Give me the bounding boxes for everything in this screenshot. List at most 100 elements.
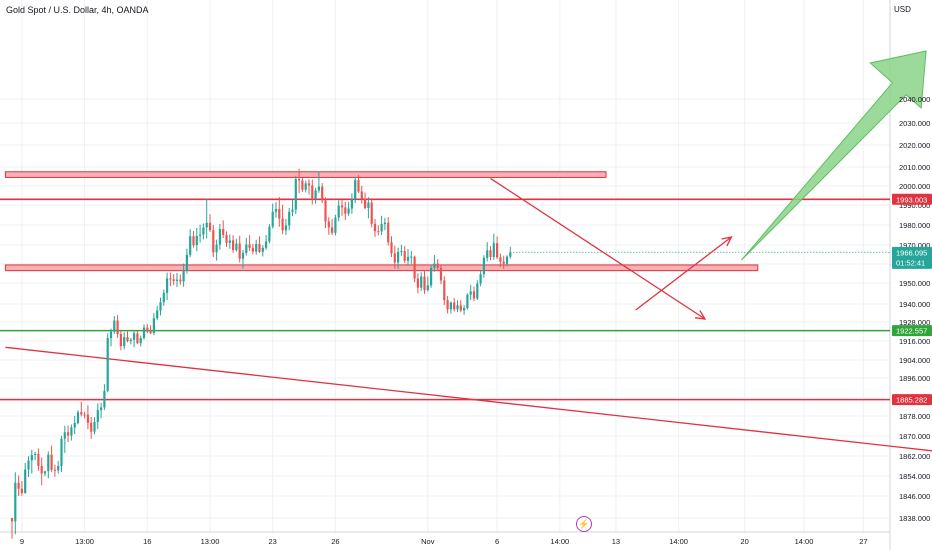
candle[interactable]	[304, 183, 307, 190]
candle[interactable]	[357, 179, 360, 192]
candle[interactable]	[218, 229, 221, 245]
candle[interactable]	[268, 226, 271, 242]
candle[interactable]	[420, 276, 423, 288]
candle[interactable]	[53, 469, 56, 471]
candle[interactable]	[40, 466, 43, 474]
candle[interactable]	[116, 320, 119, 335]
candle[interactable]	[380, 224, 383, 232]
candle[interactable]	[43, 471, 47, 474]
candle[interactable]	[410, 256, 413, 258]
candle[interactable]	[499, 257, 502, 262]
price-tag[interactable]	[892, 193, 932, 205]
candle[interactable]	[311, 185, 314, 200]
candle[interactable]	[166, 278, 169, 293]
candle[interactable]	[509, 252, 512, 257]
candle[interactable]	[10, 518, 14, 522]
candle[interactable]	[466, 294, 469, 309]
price-tag[interactable]	[892, 394, 932, 406]
candle[interactable]	[393, 253, 396, 263]
candle[interactable]	[212, 230, 215, 253]
candle[interactable]	[265, 241, 268, 248]
candle[interactable]	[199, 234, 202, 236]
lightning-icon[interactable]: ⚡	[576, 516, 592, 532]
candle[interactable]	[63, 432, 66, 439]
candle[interactable]	[492, 243, 495, 257]
candle[interactable]	[14, 482, 17, 522]
candle[interactable]	[271, 211, 274, 227]
candle[interactable]	[301, 180, 304, 190]
candle[interactable]	[73, 423, 76, 428]
candle[interactable]	[129, 339, 132, 342]
candle[interactable]	[152, 318, 155, 334]
zone-rectangle[interactable]	[4, 171, 607, 178]
candle[interactable]	[479, 274, 482, 284]
candle[interactable]	[232, 240, 235, 251]
candle[interactable]	[139, 337, 142, 344]
candle[interactable]	[324, 200, 327, 222]
candle[interactable]	[70, 427, 73, 436]
candle[interactable]	[456, 305, 459, 310]
candle[interactable]	[373, 223, 377, 232]
candle[interactable]	[472, 291, 476, 299]
candle[interactable]	[86, 414, 89, 423]
candle[interactable]	[123, 337, 126, 347]
candle[interactable]	[294, 179, 297, 210]
candle[interactable]	[281, 218, 284, 231]
candle[interactable]	[27, 460, 30, 470]
candle[interactable]	[109, 331, 113, 339]
candle[interactable]	[251, 247, 254, 252]
candle[interactable]	[185, 254, 188, 272]
candle[interactable]	[228, 240, 231, 243]
candle[interactable]	[142, 327, 146, 338]
candle[interactable]	[238, 243, 241, 259]
candle[interactable]	[47, 454, 50, 472]
candle[interactable]	[136, 333, 139, 344]
candle[interactable]	[20, 488, 23, 493]
candle[interactable]	[278, 209, 281, 219]
candle[interactable]	[436, 263, 439, 268]
candle[interactable]	[337, 205, 340, 218]
candle[interactable]	[258, 244, 261, 252]
candle[interactable]	[225, 235, 228, 243]
candle[interactable]	[433, 263, 436, 268]
candle[interactable]	[496, 243, 499, 258]
candle[interactable]	[255, 244, 258, 252]
candle[interactable]	[172, 279, 175, 281]
candle[interactable]	[133, 333, 136, 340]
candle[interactable]	[245, 244, 248, 253]
candle[interactable]	[189, 236, 192, 255]
candle[interactable]	[60, 438, 63, 466]
candle[interactable]	[307, 183, 311, 186]
candle[interactable]	[156, 310, 159, 319]
candle[interactable]	[169, 278, 172, 280]
candle[interactable]	[17, 482, 20, 489]
price-tag[interactable]	[892, 325, 932, 337]
candle[interactable]	[248, 244, 251, 248]
candle[interactable]	[83, 414, 86, 416]
candle[interactable]	[67, 432, 70, 436]
candle[interactable]	[34, 454, 37, 455]
candle[interactable]	[215, 244, 218, 253]
candle[interactable]	[486, 250, 489, 258]
candle[interactable]	[321, 186, 324, 201]
candle[interactable]	[426, 285, 429, 291]
candle[interactable]	[505, 256, 509, 264]
candle[interactable]	[195, 235, 198, 246]
candle[interactable]	[439, 267, 443, 281]
candle[interactable]	[175, 279, 179, 281]
candle[interactable]	[149, 331, 152, 334]
candle[interactable]	[30, 455, 33, 461]
candle[interactable]	[334, 217, 337, 233]
candle[interactable]	[469, 291, 472, 295]
candle[interactable]	[344, 207, 347, 214]
candle[interactable]	[367, 202, 370, 208]
candle[interactable]	[416, 278, 419, 288]
candle[interactable]	[205, 222, 208, 228]
candle[interactable]	[162, 292, 165, 303]
candle[interactable]	[37, 454, 40, 466]
candle[interactable]	[331, 227, 334, 233]
candle[interactable]	[390, 242, 393, 254]
trend-line[interactable]	[635, 236, 732, 311]
candle[interactable]	[340, 205, 344, 208]
